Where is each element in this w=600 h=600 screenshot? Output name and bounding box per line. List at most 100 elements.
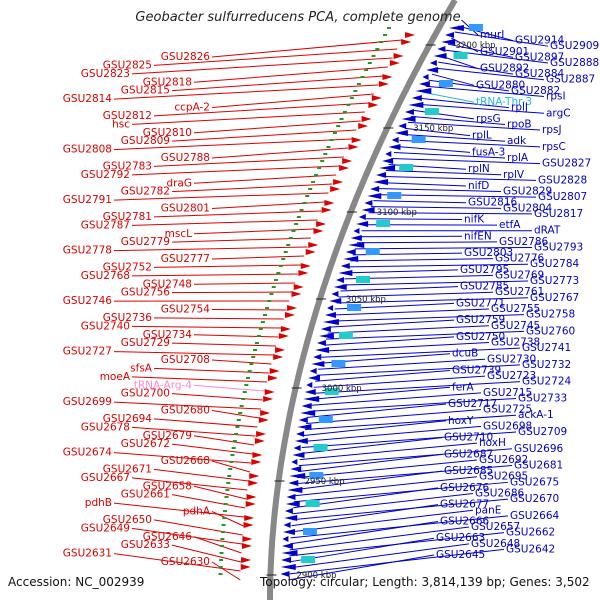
feature-block [301, 556, 316, 563]
gene-label: GSU2642 [506, 543, 555, 555]
gene-label: GSU2724 [522, 376, 572, 388]
gene-label: GSU2815 [121, 85, 170, 97]
leader-line [193, 536, 242, 554]
leader-line [113, 138, 353, 151]
leader-line [211, 561, 241, 581]
feature-block [309, 472, 324, 479]
reverse-gene-arrow [343, 256, 359, 262]
leader-line [211, 255, 305, 260]
forward-gene-arrow [241, 557, 252, 563]
feature-block [324, 388, 339, 395]
gene-label: GSU2664 [510, 510, 560, 522]
forward-gene-arrow [273, 354, 284, 360]
forward-gene-arrow [240, 564, 251, 570]
reverse-gene-arrow [331, 291, 339, 297]
kbp-tick-label: 2950 kbp [305, 477, 345, 487]
leader-line [288, 543, 470, 569]
leader-line [113, 502, 245, 518]
feature-block [387, 192, 402, 199]
forward-gene-arrow [251, 459, 262, 465]
leader-line [370, 206, 502, 209]
forward-gene-arrow [241, 543, 252, 549]
gene-label: GSU2695 [479, 471, 528, 483]
marker-tick [260, 321, 265, 323]
gene-label: GSU2914 [515, 35, 565, 47]
reverse-gene-arrow [373, 179, 389, 185]
feature-block [347, 304, 362, 311]
gene-label: rpsJ [542, 124, 562, 136]
leader-line [153, 367, 270, 374]
gene-label: GSU2803 [464, 247, 513, 259]
forward-gene-arrow [393, 53, 404, 59]
forward-gene-arrow [330, 186, 341, 192]
marker-tick [236, 419, 241, 421]
gene-label: GSU2892 [480, 63, 529, 75]
leader-line [131, 325, 282, 329]
leader-line [308, 397, 517, 412]
reverse-gene-arrow [418, 81, 430, 87]
leader-line [313, 375, 486, 388]
forward-gene-arrow [342, 158, 353, 164]
gene-label: GSU2675 [510, 476, 559, 488]
leader-line [357, 241, 498, 244]
gene-label: GSU2715 [483, 387, 532, 399]
leader-line [354, 246, 533, 250]
leader-line [113, 351, 274, 356]
reverse-gene-arrow [445, 32, 455, 38]
leader-line [294, 476, 478, 497]
marker-tick [269, 293, 274, 295]
reverse-gene-arrow [391, 137, 399, 143]
marker-tick [238, 412, 243, 414]
gene-label: GSU2633 [121, 539, 170, 551]
leader-line [153, 418, 258, 428]
forward-gene-arrow [389, 60, 400, 66]
marker-tick [226, 482, 231, 484]
reverse-gene-arrow [361, 207, 375, 213]
gene-label: GSU2826 [161, 51, 211, 63]
leader-line [368, 212, 533, 215]
gene-label: GSU2771 [456, 297, 505, 309]
forward-gene-arrow [284, 312, 295, 318]
leader-line [431, 73, 475, 86]
leader-line [113, 553, 241, 572]
gene-label: GSU2670 [510, 493, 559, 505]
leader-line [306, 409, 482, 424]
marker-tick [371, 55, 376, 57]
leader-line [340, 286, 459, 292]
reverse-gene-arrow [333, 284, 347, 290]
forward-gene-arrow [269, 368, 280, 374]
reverse-gene-arrow [338, 270, 353, 276]
leader-line [307, 403, 447, 418]
gene-label: GSU2782 [121, 186, 170, 198]
leader-line [407, 121, 541, 131]
gene-label: GSU2745 [491, 320, 540, 332]
gene-label: GSU2814 [63, 93, 113, 105]
gene-label: GSU2687 [444, 448, 493, 460]
forward-gene-arrow [267, 375, 278, 381]
marker-tick [281, 258, 286, 260]
forward-gene-arrow [256, 431, 267, 437]
marker-tick [353, 90, 358, 92]
marker-tick [229, 461, 234, 463]
kbp-tick-label: 2900 kbp [296, 571, 336, 581]
gene-label: ccpA-2 [174, 102, 210, 114]
leader-line [193, 384, 265, 392]
marker-tick [349, 97, 354, 99]
gene-label: argC [546, 107, 571, 119]
gene-label: tRNA-Thr-3 [476, 96, 532, 108]
leader-line [454, 31, 549, 47]
reverse-gene-arrow [340, 263, 350, 269]
leader-line [419, 97, 510, 109]
leader-line [321, 347, 521, 358]
gene-label: GSU2732 [522, 359, 571, 371]
forward-gene-arrow [368, 102, 379, 108]
gene-label: ferA [452, 381, 474, 393]
marker-tick [356, 83, 361, 85]
leader-line [211, 511, 244, 527]
gene-label: adk [507, 135, 527, 147]
marker-tick [332, 132, 337, 134]
marker-tick [239, 405, 244, 407]
leader-line [425, 85, 545, 98]
